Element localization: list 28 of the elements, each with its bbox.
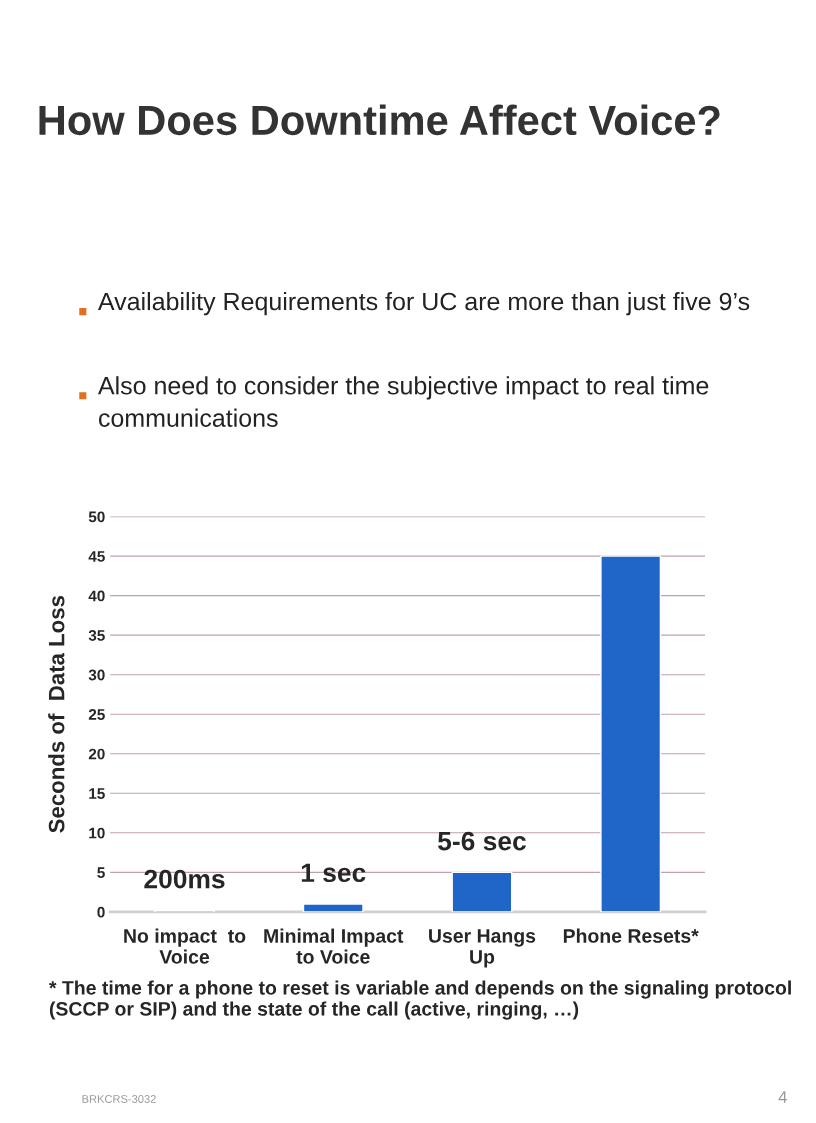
- x-tick-label: Minimal Impact to Voice: [264, 928, 404, 964]
- y-tick-label: 45: [88, 551, 105, 562]
- y-tick-label: 35: [88, 630, 105, 641]
- bar: [451, 871, 513, 912]
- text: BRKCRS-3032: [82, 1095, 156, 1103]
- bar: [600, 555, 662, 912]
- x-tick-label: Phone Resets*: [563, 928, 699, 943]
- y-tick-label: 25: [88, 709, 105, 720]
- y-tick-label: 50: [88, 511, 105, 523]
- y-tick-label: 10: [89, 827, 105, 839]
- y-tick-label: 30: [88, 669, 105, 681]
- annotation: 200ms: [144, 869, 225, 889]
- annotation: 1 sec: [301, 863, 366, 883]
- x-tick-label: No impact to Voice: [124, 928, 246, 964]
- bar: [302, 903, 364, 912]
- text: * The time for a phone to reset is variable and depends on the signaling protocol (SCCP or SIP) and the state of the call (active, ringing, …): [49, 980, 791, 1020]
- annotation: 5-6 sec: [438, 831, 526, 851]
- y-axis-title: Seconds of Data Loss: [48, 595, 65, 833]
- y-tick-label: 5: [97, 867, 105, 879]
- text: Also need to consider the subjective impact to real time communications: [97, 376, 709, 427]
- chart-title: How Does Downtime Affect Voice?: [39, 104, 720, 136]
- text: 4: [778, 1091, 787, 1103]
- x-tick-label: User Hangs Up: [429, 929, 536, 968]
- y-tick-label: 0: [97, 906, 105, 918]
- text: Availability Requirements for UC are more than just five 9’s: [97, 291, 750, 316]
- y-tick-label: 20: [88, 748, 105, 760]
- y-tick-label: 40: [88, 590, 105, 602]
- y-tick-label: 15: [89, 788, 105, 799]
